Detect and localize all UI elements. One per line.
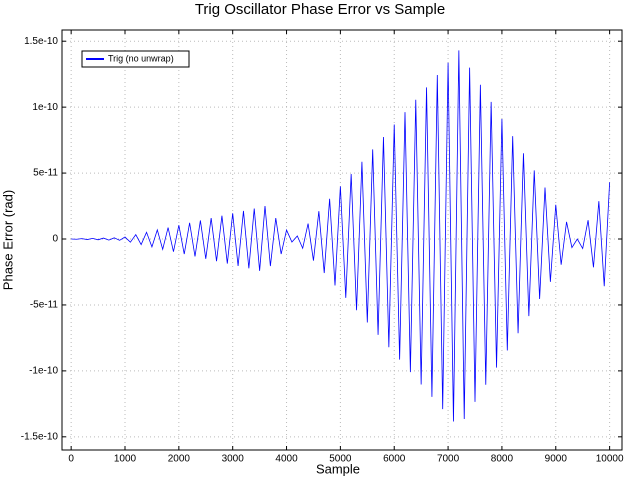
x-tick-label: 2000 [168, 454, 191, 465]
data-line [71, 50, 611, 422]
y-tick-label: 1.5e-10 [24, 36, 58, 47]
legend-box [81, 50, 190, 68]
x-tick-label: 6000 [383, 454, 406, 465]
y-tick-label: 0 [52, 234, 58, 245]
x-tick-label: 3000 [222, 454, 245, 465]
x-tick-label: 7000 [437, 454, 460, 465]
chart-title: Trig Oscillator Phase Error vs Sample [195, 1, 445, 18]
x-tick-label: 5000 [329, 454, 352, 465]
y-tick-label: 1e-10 [32, 102, 58, 113]
y-tick-label: 5e-11 [33, 168, 58, 179]
legend-label: Trig (no unwrap) [108, 53, 174, 63]
x-tick-label: 8000 [491, 454, 514, 465]
y-axis-label: Phase Error (rad) [0, 190, 15, 290]
plot-frame [61, 29, 623, 451]
x-tick-label: 1000 [114, 454, 137, 465]
x-tick-label: 0 [68, 454, 74, 465]
y-tick-label: -5e-11 [30, 300, 59, 311]
y-tick-label: -1.5e-10 [21, 431, 59, 442]
x-tick-label: 10000 [596, 454, 624, 465]
y-tick-label: -1e-10 [29, 366, 58, 377]
x-axis-label: Sample [316, 461, 360, 476]
x-tick-label: 9000 [545, 454, 568, 465]
x-tick-label: 4000 [275, 454, 298, 465]
